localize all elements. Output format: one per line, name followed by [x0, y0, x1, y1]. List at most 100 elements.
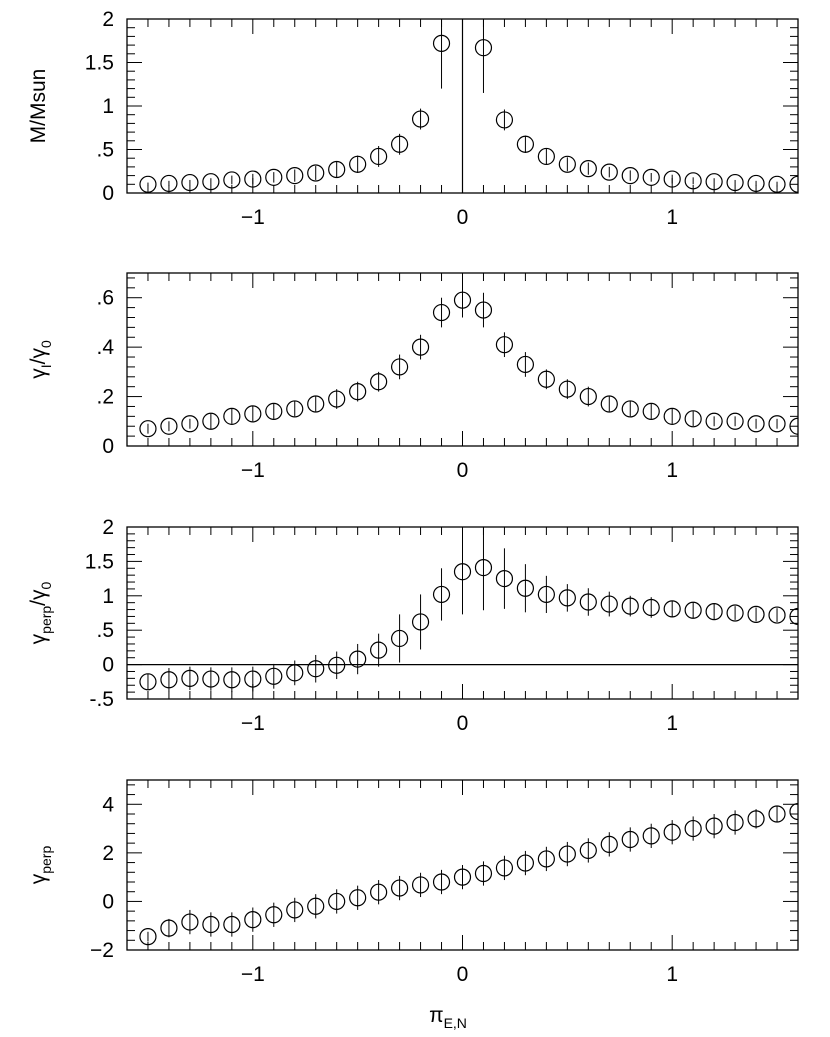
data-point: [370, 641, 388, 659]
data-point: [495, 336, 514, 354]
data-point: [244, 405, 262, 423]
data-point: [328, 390, 346, 408]
y-tick-label: 1: [102, 95, 114, 118]
data-point: [139, 175, 157, 193]
data-point: [411, 876, 430, 894]
data-point: [432, 873, 451, 891]
data-point: [705, 817, 723, 835]
data-point: [726, 412, 744, 430]
data-point: [223, 915, 241, 934]
data-point: [202, 915, 220, 934]
data-point: [768, 415, 786, 433]
data-point: [432, 585, 451, 604]
data-point: [453, 291, 472, 309]
data-point: [684, 410, 702, 428]
data-point: [579, 593, 597, 611]
x-axis-label: πE,N: [429, 1004, 467, 1031]
data-point: [390, 135, 409, 153]
data-point: [474, 301, 493, 319]
data-point: [307, 395, 325, 413]
x-tick-label: 1: [666, 206, 678, 229]
data-point: [202, 412, 220, 430]
data-point: [370, 373, 388, 391]
data-point: [244, 670, 262, 688]
data-point: [600, 595, 618, 613]
data-point: [286, 400, 304, 418]
data-point: [537, 585, 555, 604]
x-tick-label: 0: [457, 206, 469, 229]
data-point: [390, 629, 409, 648]
data-point: [223, 407, 241, 425]
x-tick-label: 1: [666, 459, 678, 482]
data-point: [265, 402, 283, 420]
data-point: [223, 671, 241, 689]
data-point: [432, 303, 451, 322]
x-tick-label: 0: [457, 963, 469, 986]
data-point: [411, 338, 430, 356]
data-point: [265, 906, 283, 924]
data-point: [621, 597, 639, 615]
y-tick-label: 0: [102, 182, 114, 205]
data-point: [663, 407, 681, 425]
data-point: [579, 387, 597, 406]
x-tick-label: −1: [241, 459, 265, 482]
data-point: [768, 805, 786, 823]
x-tick-label: 1: [666, 963, 678, 986]
data-point: [558, 589, 576, 607]
data-point: [181, 173, 199, 192]
y-tick-label: 2: [102, 8, 114, 31]
y-axis-label: M/Msun: [27, 69, 50, 144]
data-point: [349, 155, 367, 173]
data-point: [349, 383, 367, 401]
data-point: [453, 868, 472, 886]
x-tick-label: 0: [457, 459, 469, 482]
data-point: [516, 135, 535, 153]
data-point: [411, 613, 430, 631]
data-point: [747, 174, 765, 193]
y-tick-label: 0: [102, 890, 114, 913]
data-point: [684, 172, 702, 190]
data-series: [139, 527, 798, 693]
data-point: [453, 563, 472, 581]
y-tick-label: .2: [96, 386, 114, 409]
data-point: [495, 569, 514, 588]
y-tick-label: 1.5: [85, 52, 114, 75]
y-axis-label: γperp/γ0: [27, 581, 54, 644]
data-point: [495, 111, 514, 129]
data-point: [390, 358, 409, 376]
y-tick-label: 1.5: [85, 550, 114, 573]
y-tick-label: −2: [90, 939, 114, 962]
data-point: [621, 830, 639, 849]
data-point: [747, 415, 765, 433]
y-tick-label: 2: [102, 516, 114, 539]
y-tick-label: 1: [102, 585, 114, 608]
panel-3: −1 0 1 -.5 0 .5 1 1.5 2 γperp/γ0: [27, 516, 799, 735]
data-point: [432, 34, 451, 52]
data-point: [600, 835, 618, 853]
data-point: [642, 168, 660, 186]
data-point: [537, 850, 555, 868]
data-point: [705, 412, 723, 430]
data-point: [537, 370, 555, 388]
data-point: [516, 355, 535, 374]
data-point: [411, 110, 430, 128]
x-tick-label: −1: [241, 206, 265, 229]
data-point: [705, 603, 723, 621]
data-point: [286, 167, 304, 185]
data-point: [726, 604, 744, 622]
data-point: [684, 819, 702, 838]
data-point: [160, 671, 178, 689]
data-point: [328, 656, 346, 674]
data-point: [139, 928, 157, 946]
data-point: [537, 147, 555, 166]
y-tick-label: .4: [96, 336, 114, 359]
data-point: [726, 813, 744, 832]
data-point: [558, 845, 576, 863]
data-point: [768, 606, 786, 624]
data-point: [349, 650, 367, 668]
data-point: [328, 892, 346, 911]
data-point: [789, 802, 798, 821]
panel-2: −1 0 1 0 .2 .4 .6 γI/γ0: [27, 272, 799, 482]
y-tick-label: -.5: [89, 688, 114, 711]
